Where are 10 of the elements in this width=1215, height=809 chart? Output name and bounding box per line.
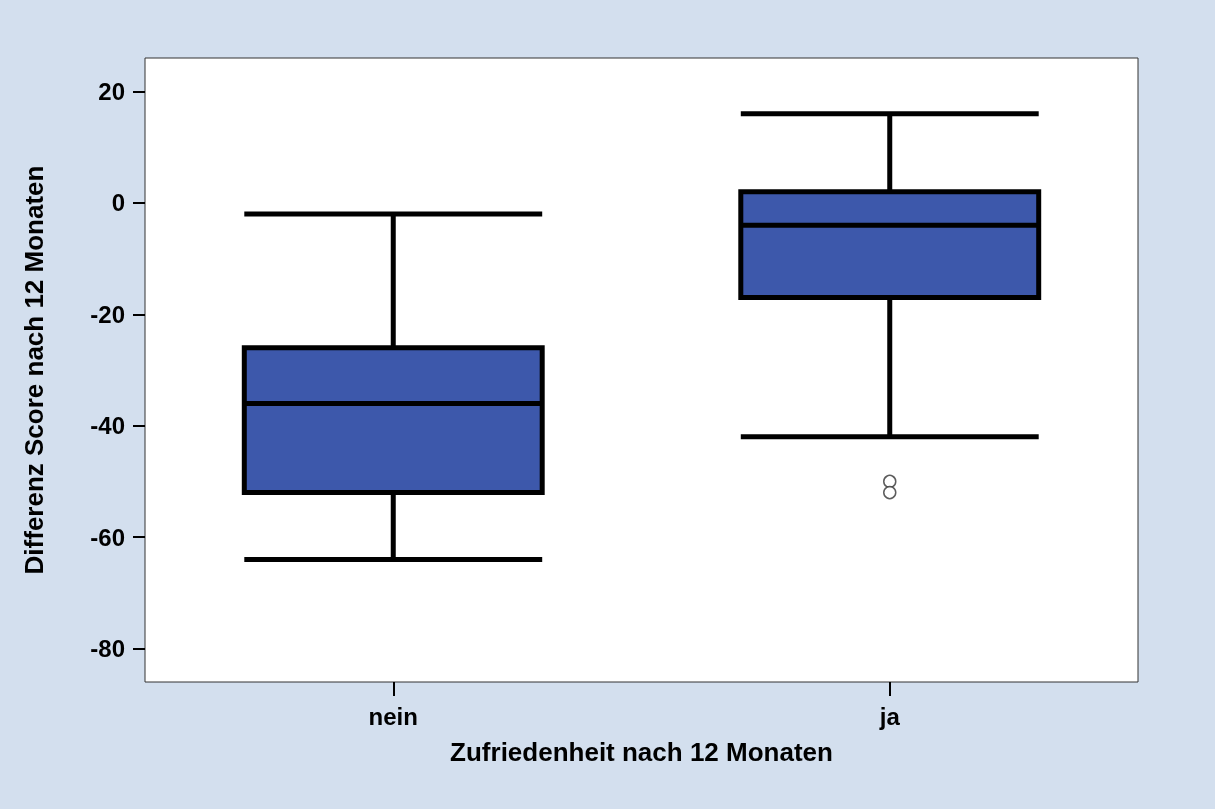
x-axis-title: Zufriedenheit nach 12 Monaten xyxy=(450,737,833,767)
y-tick-label: -40 xyxy=(90,412,125,440)
x-tick-label: nein xyxy=(368,702,418,730)
y-tick-label: -80 xyxy=(90,635,125,663)
y-tick-label: 0 xyxy=(111,189,125,217)
x-tick-label: ja xyxy=(878,702,901,730)
y-tick-label: 20 xyxy=(98,77,125,105)
y-tick-label: -60 xyxy=(90,523,125,551)
y-axis-title: Differenz Score nach 12 Monaten xyxy=(19,165,49,575)
y-tick-label: -20 xyxy=(90,300,125,328)
